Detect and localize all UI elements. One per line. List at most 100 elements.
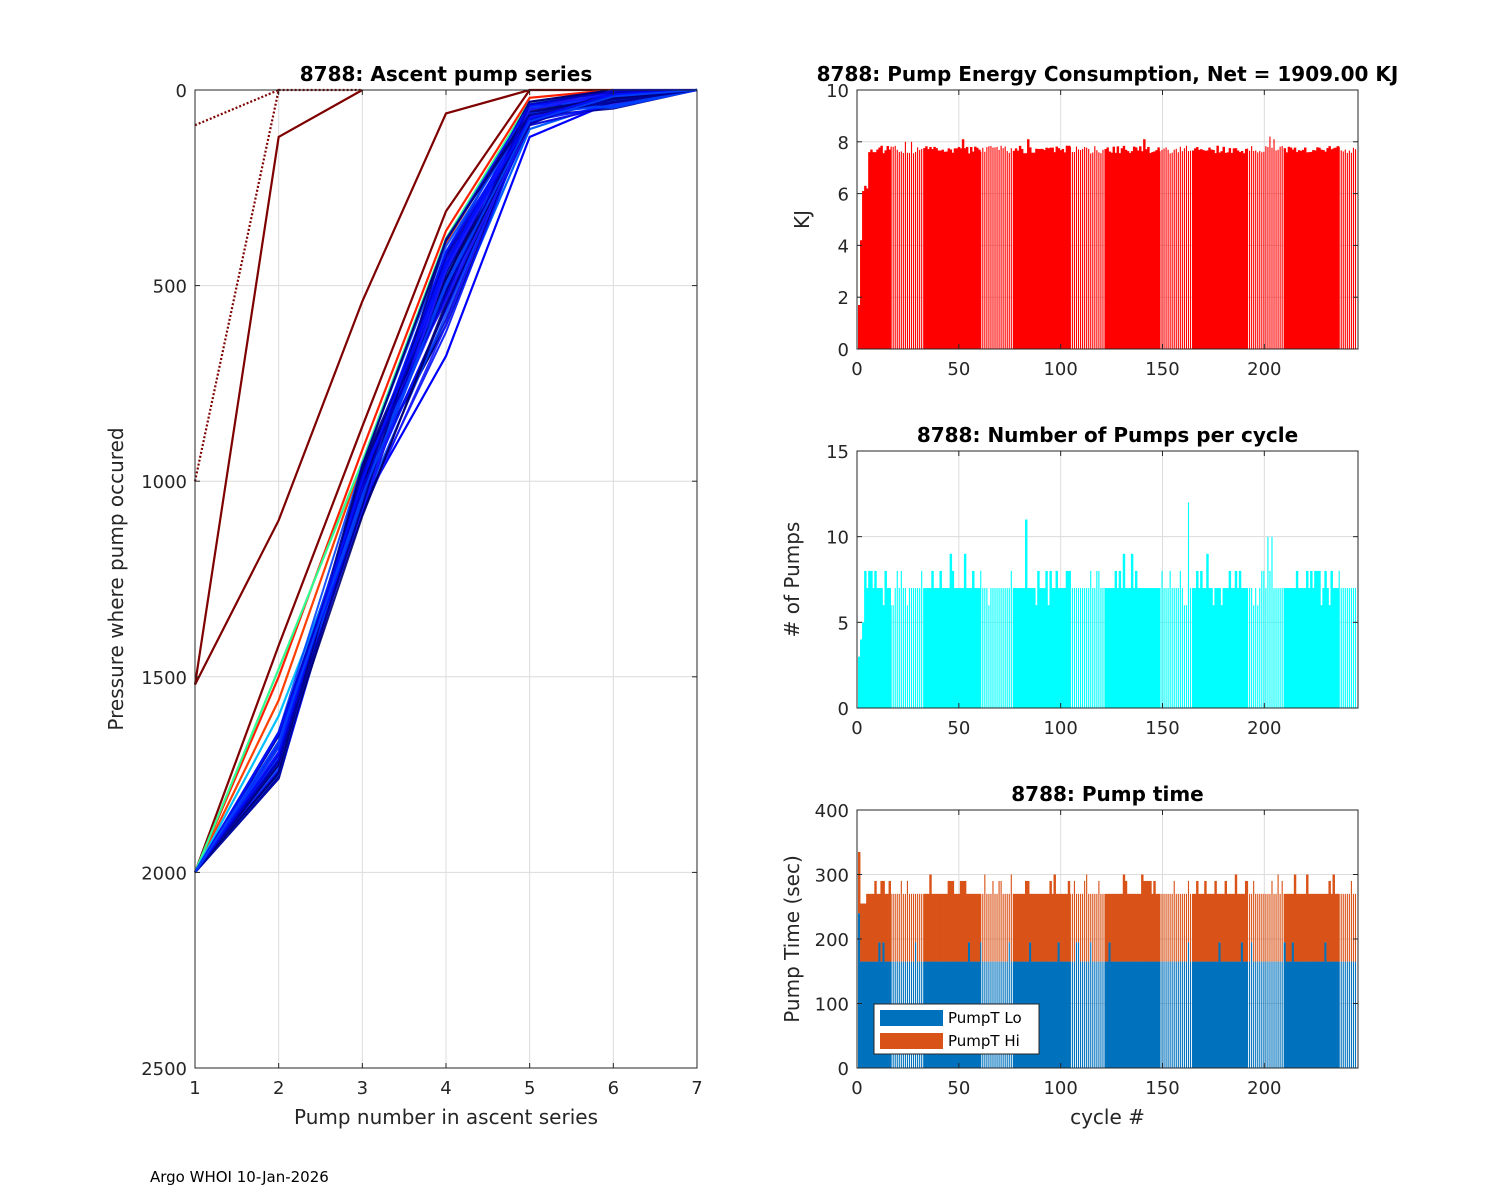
energy-bar [1265,146,1267,349]
pumptime-bar [1189,961,1192,1068]
energy-bar [974,146,977,349]
pumps-bar [1039,588,1042,708]
energy-bar [1257,152,1259,349]
pumptime-bar [1210,893,1213,962]
pumptime-bar [1283,893,1287,943]
energy-bar [1165,147,1167,349]
pumptime-bar [933,893,936,962]
pumptime-bar [1322,961,1325,1068]
pumps-bar [1320,605,1323,708]
energy-bar [1096,150,1098,349]
pumptime-bar [1137,961,1140,1068]
pumptime-ylabel: Pump Time (sec) [780,855,804,1023]
pumptime-bar [1271,880,1273,962]
pumptime-bar [1185,893,1188,962]
pumps-bar [1167,588,1169,708]
pumptime-bar [874,880,877,962]
pumps-bar [1348,588,1350,708]
pumps-bar [1354,588,1357,708]
pumps-bar [1314,570,1317,708]
pumptime-bar [1063,961,1067,1068]
energy-bar [1259,151,1261,349]
pumps-bar [1173,588,1175,708]
energy-bar [1198,149,1201,349]
pumptime-bar [925,893,928,962]
energy-bar [1116,146,1120,349]
energy-bar [970,147,973,349]
energy-xtick-label: 50 [947,359,970,380]
ascent-ylabel: Pressure where pump occured [104,427,128,730]
energy-axes-box [856,89,1359,350]
pumptime-bar [965,893,969,962]
energy-bar [1049,147,1052,349]
energy-bar [1326,148,1329,349]
pumptime-bar [878,893,881,943]
pumps-bar [1077,588,1080,708]
pumptime-bar [1173,880,1175,962]
energy-bar [1192,150,1195,349]
pumps-bar [876,588,879,708]
energy-bar [1271,147,1273,349]
pumps-bar [974,588,977,708]
pumptime-bar [988,893,990,962]
pumps-bar [955,588,959,708]
pumptime-bar [1029,893,1032,943]
pumps-bar [900,570,902,708]
energy-bar [1261,152,1263,349]
pumptime-bar [1084,961,1086,1068]
pumptime-bar [1200,893,1203,962]
energy-bar [1163,148,1165,349]
pumptime-bar [1291,942,1295,1068]
pumps-bar [1238,570,1242,708]
energy-bar [1149,153,1152,349]
pumptime-bar [1122,961,1126,1068]
energy-bar [1114,152,1118,349]
pumps-bar [1163,588,1165,708]
energy-bar [1336,146,1340,349]
pumps-bar [1330,570,1333,708]
energy-bar [906,152,908,349]
pumptime-bar [1010,874,1012,962]
pumps-bar [1306,570,1309,708]
energy-bar [1102,149,1104,349]
pumptime-bar [1134,893,1138,962]
pumptime-bar [1289,961,1293,1068]
energy-bar [894,145,896,349]
energy-bar [921,148,923,349]
pumps-ytick-label: 5 [838,613,849,634]
energy-bar [1318,147,1321,349]
pumptime-bar [1202,961,1205,1068]
energy-bar [1061,148,1065,349]
pumps-bar [927,588,930,708]
pumptime-bar [1306,961,1309,1068]
pumps-bar [902,588,904,708]
pumptime-bar [1212,893,1215,962]
pumps-bar [1346,588,1348,708]
energy-bar [1224,152,1228,349]
pumps-bar [917,588,919,708]
energy-bar [868,152,871,349]
energy-bar [965,146,969,349]
pumptime-bar [1299,961,1303,1068]
pumptime-bar [923,893,926,962]
energy-bar [923,148,926,349]
pumptime-bar [984,874,986,962]
pumptime-bar [1073,880,1075,962]
pumptime-bar [943,893,946,962]
energy-bar [878,147,881,349]
pumps-bar [1161,570,1163,708]
pumptime-bar [1033,893,1036,962]
pumps-bar [1088,588,1090,708]
pumptime-bar [1147,880,1150,962]
pumptime-bar [1304,893,1307,962]
energy-bar [982,147,984,349]
pumps-bar [1137,588,1140,708]
pumps-bar [1071,588,1073,708]
energy-bar [1002,148,1004,349]
pumps-bar [921,570,923,708]
pumps-bar [1098,570,1100,708]
pumps-bar [860,639,863,708]
pumptime-bar [941,893,944,962]
pumptime-bar [1075,893,1078,943]
pumps-bar [1251,588,1253,708]
